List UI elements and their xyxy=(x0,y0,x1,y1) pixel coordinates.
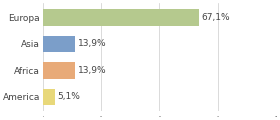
Bar xyxy=(43,9,199,26)
Text: 13,9%: 13,9% xyxy=(78,66,106,75)
Text: 67,1%: 67,1% xyxy=(202,13,230,22)
Bar xyxy=(43,89,55,105)
Bar xyxy=(43,62,75,78)
Bar xyxy=(43,36,75,52)
Text: 5,1%: 5,1% xyxy=(57,92,80,101)
Text: 13,9%: 13,9% xyxy=(78,39,106,48)
